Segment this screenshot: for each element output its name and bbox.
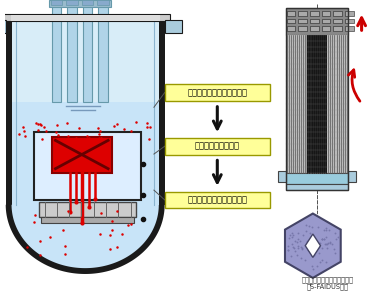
Bar <box>82 0 93 5</box>
FancyBboxPatch shape <box>165 192 270 208</box>
Bar <box>285 173 348 184</box>
Bar <box>52 0 61 102</box>
Bar <box>34 132 141 200</box>
FancyBboxPatch shape <box>165 138 270 154</box>
Bar <box>66 0 78 5</box>
Bar <box>333 18 342 23</box>
Polygon shape <box>6 205 165 274</box>
Bar <box>11 21 159 102</box>
Bar <box>298 18 307 23</box>
Bar <box>285 35 306 173</box>
Bar <box>333 26 342 31</box>
Bar <box>345 11 354 15</box>
Bar <box>310 26 319 31</box>
Bar <box>298 11 307 15</box>
Bar <box>310 11 319 15</box>
Bar <box>0 20 6 33</box>
Bar <box>11 15 160 21</box>
Bar <box>41 218 135 223</box>
Bar <box>321 11 330 15</box>
Bar <box>333 11 342 15</box>
Bar <box>307 35 326 173</box>
Bar <box>321 26 330 31</box>
Bar <box>11 21 159 205</box>
Bar <box>6 20 165 205</box>
Polygon shape <box>285 213 341 278</box>
Bar <box>285 8 348 190</box>
Bar <box>321 18 330 23</box>
Bar <box>67 0 77 102</box>
Bar <box>98 0 108 102</box>
Text: 改良内部ダクト型燃料集合体
（S-FAIDUS型）: 改良内部ダクト型燃料集合体 （S-FAIDUS型） <box>301 276 353 290</box>
Bar <box>52 136 112 173</box>
Bar <box>165 20 182 33</box>
Bar <box>51 0 62 5</box>
Text: 原子炉容器内での安定冷却: 原子炉容器内での安定冷却 <box>187 195 247 204</box>
Bar <box>285 184 348 190</box>
Text: 溶融燃料の炉心外への流出: 溶融燃料の炉心外への流出 <box>187 88 247 97</box>
Bar <box>348 171 356 182</box>
Bar <box>345 26 354 31</box>
Bar <box>39 202 136 218</box>
Bar <box>0 14 171 21</box>
Bar <box>283 6 350 192</box>
Bar <box>278 171 285 182</box>
Bar <box>310 18 319 23</box>
Bar <box>328 35 348 173</box>
FancyBboxPatch shape <box>165 84 270 101</box>
Bar <box>285 35 348 173</box>
Bar <box>287 26 295 31</box>
Text: 流出後の燃料再配置: 流出後の燃料再配置 <box>195 142 240 151</box>
Bar <box>345 18 354 23</box>
Bar <box>298 26 307 31</box>
Bar <box>49 0 111 7</box>
Bar <box>97 0 109 5</box>
Bar <box>83 0 92 102</box>
Polygon shape <box>11 205 159 268</box>
Bar <box>287 18 295 23</box>
Bar <box>285 8 348 35</box>
Bar <box>287 11 295 15</box>
Polygon shape <box>305 234 320 258</box>
